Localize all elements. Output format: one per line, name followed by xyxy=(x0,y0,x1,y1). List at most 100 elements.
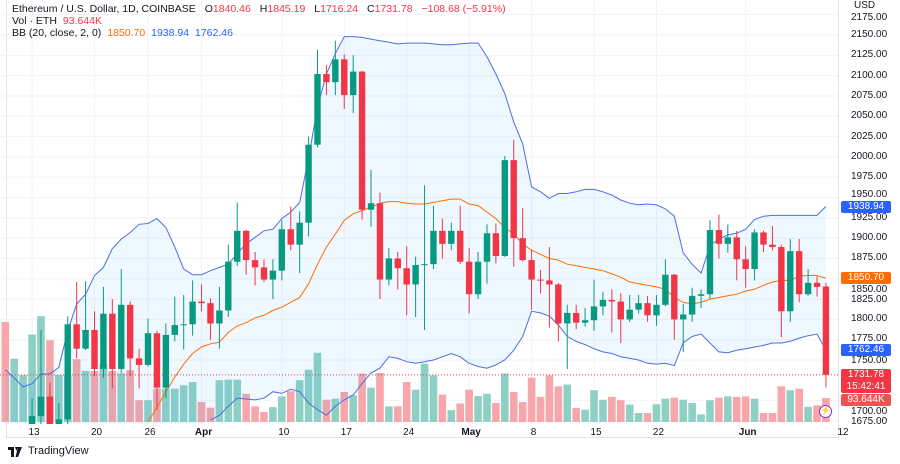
time-label: Apr xyxy=(194,427,213,438)
last-price-value: 1731.78 xyxy=(847,368,885,380)
volume-bar xyxy=(385,406,393,422)
candle-body xyxy=(341,59,348,96)
candle-body xyxy=(778,247,785,312)
volume-bar xyxy=(10,358,19,422)
candle xyxy=(510,139,517,267)
candle-body xyxy=(680,314,687,320)
price-chart-pane[interactable] xyxy=(0,0,838,424)
candle xyxy=(251,251,259,286)
candle-body xyxy=(37,396,45,417)
low-label: L xyxy=(314,3,321,15)
currency-label[interactable]: USD xyxy=(852,0,878,12)
volume-bar xyxy=(170,388,179,422)
high-label: H xyxy=(259,3,268,15)
candle-body xyxy=(421,264,428,266)
candle-body xyxy=(724,237,732,244)
candle-body xyxy=(287,229,294,245)
bollinger-basis-line xyxy=(147,198,827,423)
volume-label[interactable]: Vol · ETH xyxy=(12,15,57,27)
bb-label[interactable]: BB (20, close, 2, 0) xyxy=(12,27,102,39)
candle xyxy=(581,308,589,327)
bb-lower-badge: 1762.46 xyxy=(841,343,891,356)
volume-bar xyxy=(188,382,197,422)
candle xyxy=(135,348,143,389)
candle-body xyxy=(171,325,178,335)
volume-bar xyxy=(759,413,768,422)
candle xyxy=(394,251,401,290)
candle xyxy=(439,218,446,259)
price-axis[interactable]: 2175.00 2150.00 2125.00 2100.00 2075.00 2050.… xyxy=(838,0,895,438)
volume-bar xyxy=(393,406,402,422)
symbol-title[interactable]: Ethereum / U.S. Dollar, 1D, COINBASE xyxy=(12,3,196,15)
volume-bar xyxy=(215,380,224,422)
volume-bar xyxy=(358,373,366,422)
volume-bar xyxy=(652,404,661,422)
candle xyxy=(474,251,482,300)
volume-value: 93.644K xyxy=(62,15,102,27)
candle-body xyxy=(671,274,678,320)
candle-body xyxy=(751,232,758,270)
lightning-icon[interactable]: ⚡ xyxy=(819,405,832,418)
volume-bar xyxy=(295,380,304,422)
candle xyxy=(492,223,500,264)
candle-body xyxy=(590,306,598,321)
candle-body xyxy=(572,312,580,323)
candle xyxy=(46,381,54,424)
bb-basis-value: 1850.70 xyxy=(107,27,146,39)
candle xyxy=(171,296,178,342)
volume-bar xyxy=(269,407,277,422)
volume-bar xyxy=(670,397,679,422)
candle-body xyxy=(439,230,446,244)
candle xyxy=(314,49,321,148)
price-tick: 1900.00 xyxy=(851,232,888,244)
candle-body xyxy=(733,237,740,260)
volume-bar xyxy=(661,398,670,422)
volume-bar xyxy=(420,363,429,422)
time-label: 26 xyxy=(144,427,156,438)
candle xyxy=(269,259,277,300)
candle-body xyxy=(260,267,268,280)
candle-body xyxy=(55,419,63,424)
price-tick: 2050.00 xyxy=(851,110,888,122)
bollinger-upper-line xyxy=(4,36,827,388)
price-tick: 1675.00 xyxy=(851,415,888,427)
volume-bar xyxy=(786,390,795,422)
candle-body xyxy=(813,282,821,287)
tradingview-logo[interactable]: TradingView xyxy=(8,445,89,458)
candle-body xyxy=(581,320,589,323)
time-label: 15 xyxy=(590,427,602,438)
volume-bar xyxy=(732,396,741,422)
bb-upper-badge: 1938.94 xyxy=(841,200,891,213)
time-label: 24 xyxy=(403,427,415,438)
candle-body xyxy=(189,301,196,325)
candle-body xyxy=(555,284,562,324)
volume-bar xyxy=(46,340,54,422)
candle xyxy=(225,244,232,317)
candle-body xyxy=(180,324,187,326)
volume-bar xyxy=(483,393,491,422)
candle xyxy=(242,230,250,275)
candle xyxy=(635,295,642,314)
volume-bar xyxy=(367,387,375,422)
tradingview-logo-icon xyxy=(8,446,22,457)
candle xyxy=(787,238,794,322)
candle xyxy=(599,291,607,316)
volume-bar xyxy=(90,370,99,422)
candle xyxy=(760,230,767,252)
candle xyxy=(37,329,45,424)
candle-body xyxy=(100,313,107,369)
candle-body xyxy=(207,303,214,324)
volume-bar xyxy=(697,414,705,422)
candle-body xyxy=(769,244,776,248)
candle xyxy=(653,295,660,326)
volume-bar xyxy=(429,375,438,422)
price-tick: 1850.00 xyxy=(851,283,888,295)
volume-bar xyxy=(197,402,206,422)
volume-bar xyxy=(1,322,10,422)
candle-body xyxy=(198,301,205,304)
candle xyxy=(546,247,553,328)
candle xyxy=(323,65,330,96)
close-label: C xyxy=(367,3,375,15)
candle xyxy=(778,244,785,338)
volume-bar xyxy=(206,407,215,422)
